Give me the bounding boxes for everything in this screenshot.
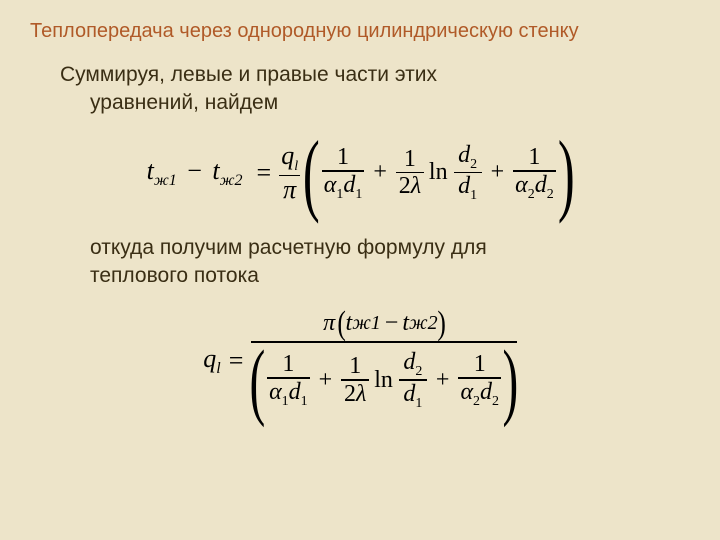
- eq1-coef-num: q: [281, 141, 294, 170]
- eq1-coef-den: π: [281, 176, 298, 203]
- eq2-ln: ln: [374, 367, 393, 394]
- eq2-sp-open: (: [338, 309, 346, 340]
- para1-line2: уравнений, найдем: [90, 91, 278, 114]
- eq1-term4-num: 1: [526, 144, 542, 170]
- eq1-term4-alpha-sub: 2: [528, 186, 535, 201]
- eq1-plus2: +: [491, 159, 505, 186]
- eq2-term3-sub1: 1: [415, 396, 422, 411]
- eq1-paren-open: (: [303, 134, 320, 212]
- eq2-plus2: +: [436, 367, 450, 394]
- eq2-term2-2: 2: [344, 381, 356, 407]
- eq2-pi: π: [323, 310, 335, 337]
- eq2-equals: =: [229, 346, 244, 376]
- eq2-numerator: π ( tж1 − tж2 ): [315, 307, 453, 342]
- eq2-term3-sub2: 2: [415, 364, 422, 379]
- eq1-term3-d1: d: [458, 173, 470, 199]
- eq2-t1: t: [346, 310, 353, 337]
- para2-line2: теплового потока: [90, 264, 259, 287]
- eq1-minus: −: [187, 156, 202, 185]
- eq2-term1-num: 1: [280, 351, 296, 377]
- equation-2: ql = π ( tж1 − tж2 ) ( 1 α1d1: [30, 307, 690, 416]
- eq2-minus: −: [385, 310, 399, 337]
- eq1-paren-group: ( 1 α1d1 + 1 2λ ln d2: [304, 134, 573, 212]
- eq2-term1-alpha: α: [269, 379, 282, 405]
- eq1-term2-lambda: λ: [411, 173, 421, 199]
- eq2-sp-close: ): [437, 309, 445, 340]
- eq1-term4-d: d: [535, 172, 547, 198]
- eq1-term1-d-sub: 1: [355, 186, 362, 201]
- eq2-paren-close: ): [502, 345, 518, 416]
- eq1-term3-sub2: 2: [470, 157, 477, 172]
- eq2-term3-d1: d: [403, 381, 415, 407]
- eq2-t1-sub: ж1: [352, 312, 381, 335]
- eq2-q: q: [203, 344, 216, 373]
- eq1-term4-alpha: α: [515, 172, 528, 198]
- eq2-term4-d-sub: 2: [492, 394, 499, 409]
- eq2-t2-sub: ж2: [409, 312, 438, 335]
- eq2-paren-open: (: [250, 345, 266, 416]
- eq1-term4: 1 α2d2: [513, 144, 556, 202]
- eq1-term2-2: 2: [399, 173, 411, 199]
- eq2-term2: 1 2λ: [341, 353, 369, 407]
- eq1-coef: ql π: [279, 142, 300, 204]
- eq2-plus1: +: [319, 367, 333, 394]
- equation-1: tж1 − tж2 = ql π ( 1 α1d1 + 1: [30, 134, 690, 212]
- eq1-term1-d: d: [343, 172, 355, 198]
- eq2-term1: 1 α1d1: [267, 351, 310, 409]
- paragraph-2: откуда получим расчетную формулу для теп…: [90, 234, 690, 291]
- eq1-term3: d2 d1: [454, 142, 482, 204]
- eq1-term3-d2: d: [458, 142, 470, 168]
- eq1-term1: 1 α1d1: [322, 144, 365, 202]
- eq2-term4-d: d: [480, 379, 492, 405]
- eq1-term2: 1 2λ: [396, 146, 424, 200]
- eq2-t2: t: [402, 310, 409, 337]
- eq2-q-sub: l: [216, 360, 220, 377]
- paragraph-1: Суммируя, левые и правые части этих урав…: [60, 61, 690, 118]
- eq2-denominator: ( 1 α1d1 + 1 2λ ln d2: [251, 343, 516, 416]
- eq2-bigfrac: π ( tж1 − tж2 ) ( 1 α1d1 + 1: [251, 307, 516, 416]
- eq2-lhs: ql: [203, 344, 220, 378]
- eq2-term4: 1 α2d2: [458, 351, 501, 409]
- eq1-sub1: ж1: [154, 172, 177, 189]
- eq1-lhs: tж1 − tж2: [147, 156, 243, 190]
- eq1-term3-sub1: 1: [470, 188, 477, 203]
- eq2-term1-d-sub: 1: [301, 394, 308, 409]
- eq2-term1-d: d: [289, 379, 301, 405]
- para2-line1: откуда получим расчетную формулу для: [90, 236, 487, 259]
- eq1-equals: =: [257, 158, 272, 188]
- eq1-t1: t: [147, 156, 154, 185]
- eq2-term4-num: 1: [472, 351, 488, 377]
- para1-line1: Суммируя, левые и правые части этих: [60, 63, 437, 86]
- eq2-term4-alpha-sub: 2: [473, 394, 480, 409]
- eq2-term4-alpha: α: [460, 379, 473, 405]
- eq2-term3-d2: d: [403, 349, 415, 375]
- eq2-term2-num: 1: [347, 353, 363, 379]
- eq2-term1-alpha-sub: 1: [282, 394, 289, 409]
- eq1-term2-num: 1: [402, 146, 418, 172]
- eq1-coef-num-sub: l: [294, 159, 298, 174]
- eq1-term1-alpha: α: [324, 172, 337, 198]
- eq2-term2-lambda: λ: [356, 381, 366, 407]
- slide-title: Теплопередача через однородную цилиндрич…: [30, 20, 690, 43]
- eq1-term4-d-sub: 2: [547, 186, 554, 201]
- eq1-term1-num: 1: [335, 144, 351, 170]
- eq1-t2: t: [212, 156, 219, 185]
- eq1-sub2: ж2: [220, 172, 243, 189]
- eq2-term3: d2 d1: [399, 349, 427, 411]
- eq1-plus1: +: [373, 159, 387, 186]
- eq1-ln: ln: [429, 159, 448, 186]
- eq1-paren-close: ): [558, 134, 575, 212]
